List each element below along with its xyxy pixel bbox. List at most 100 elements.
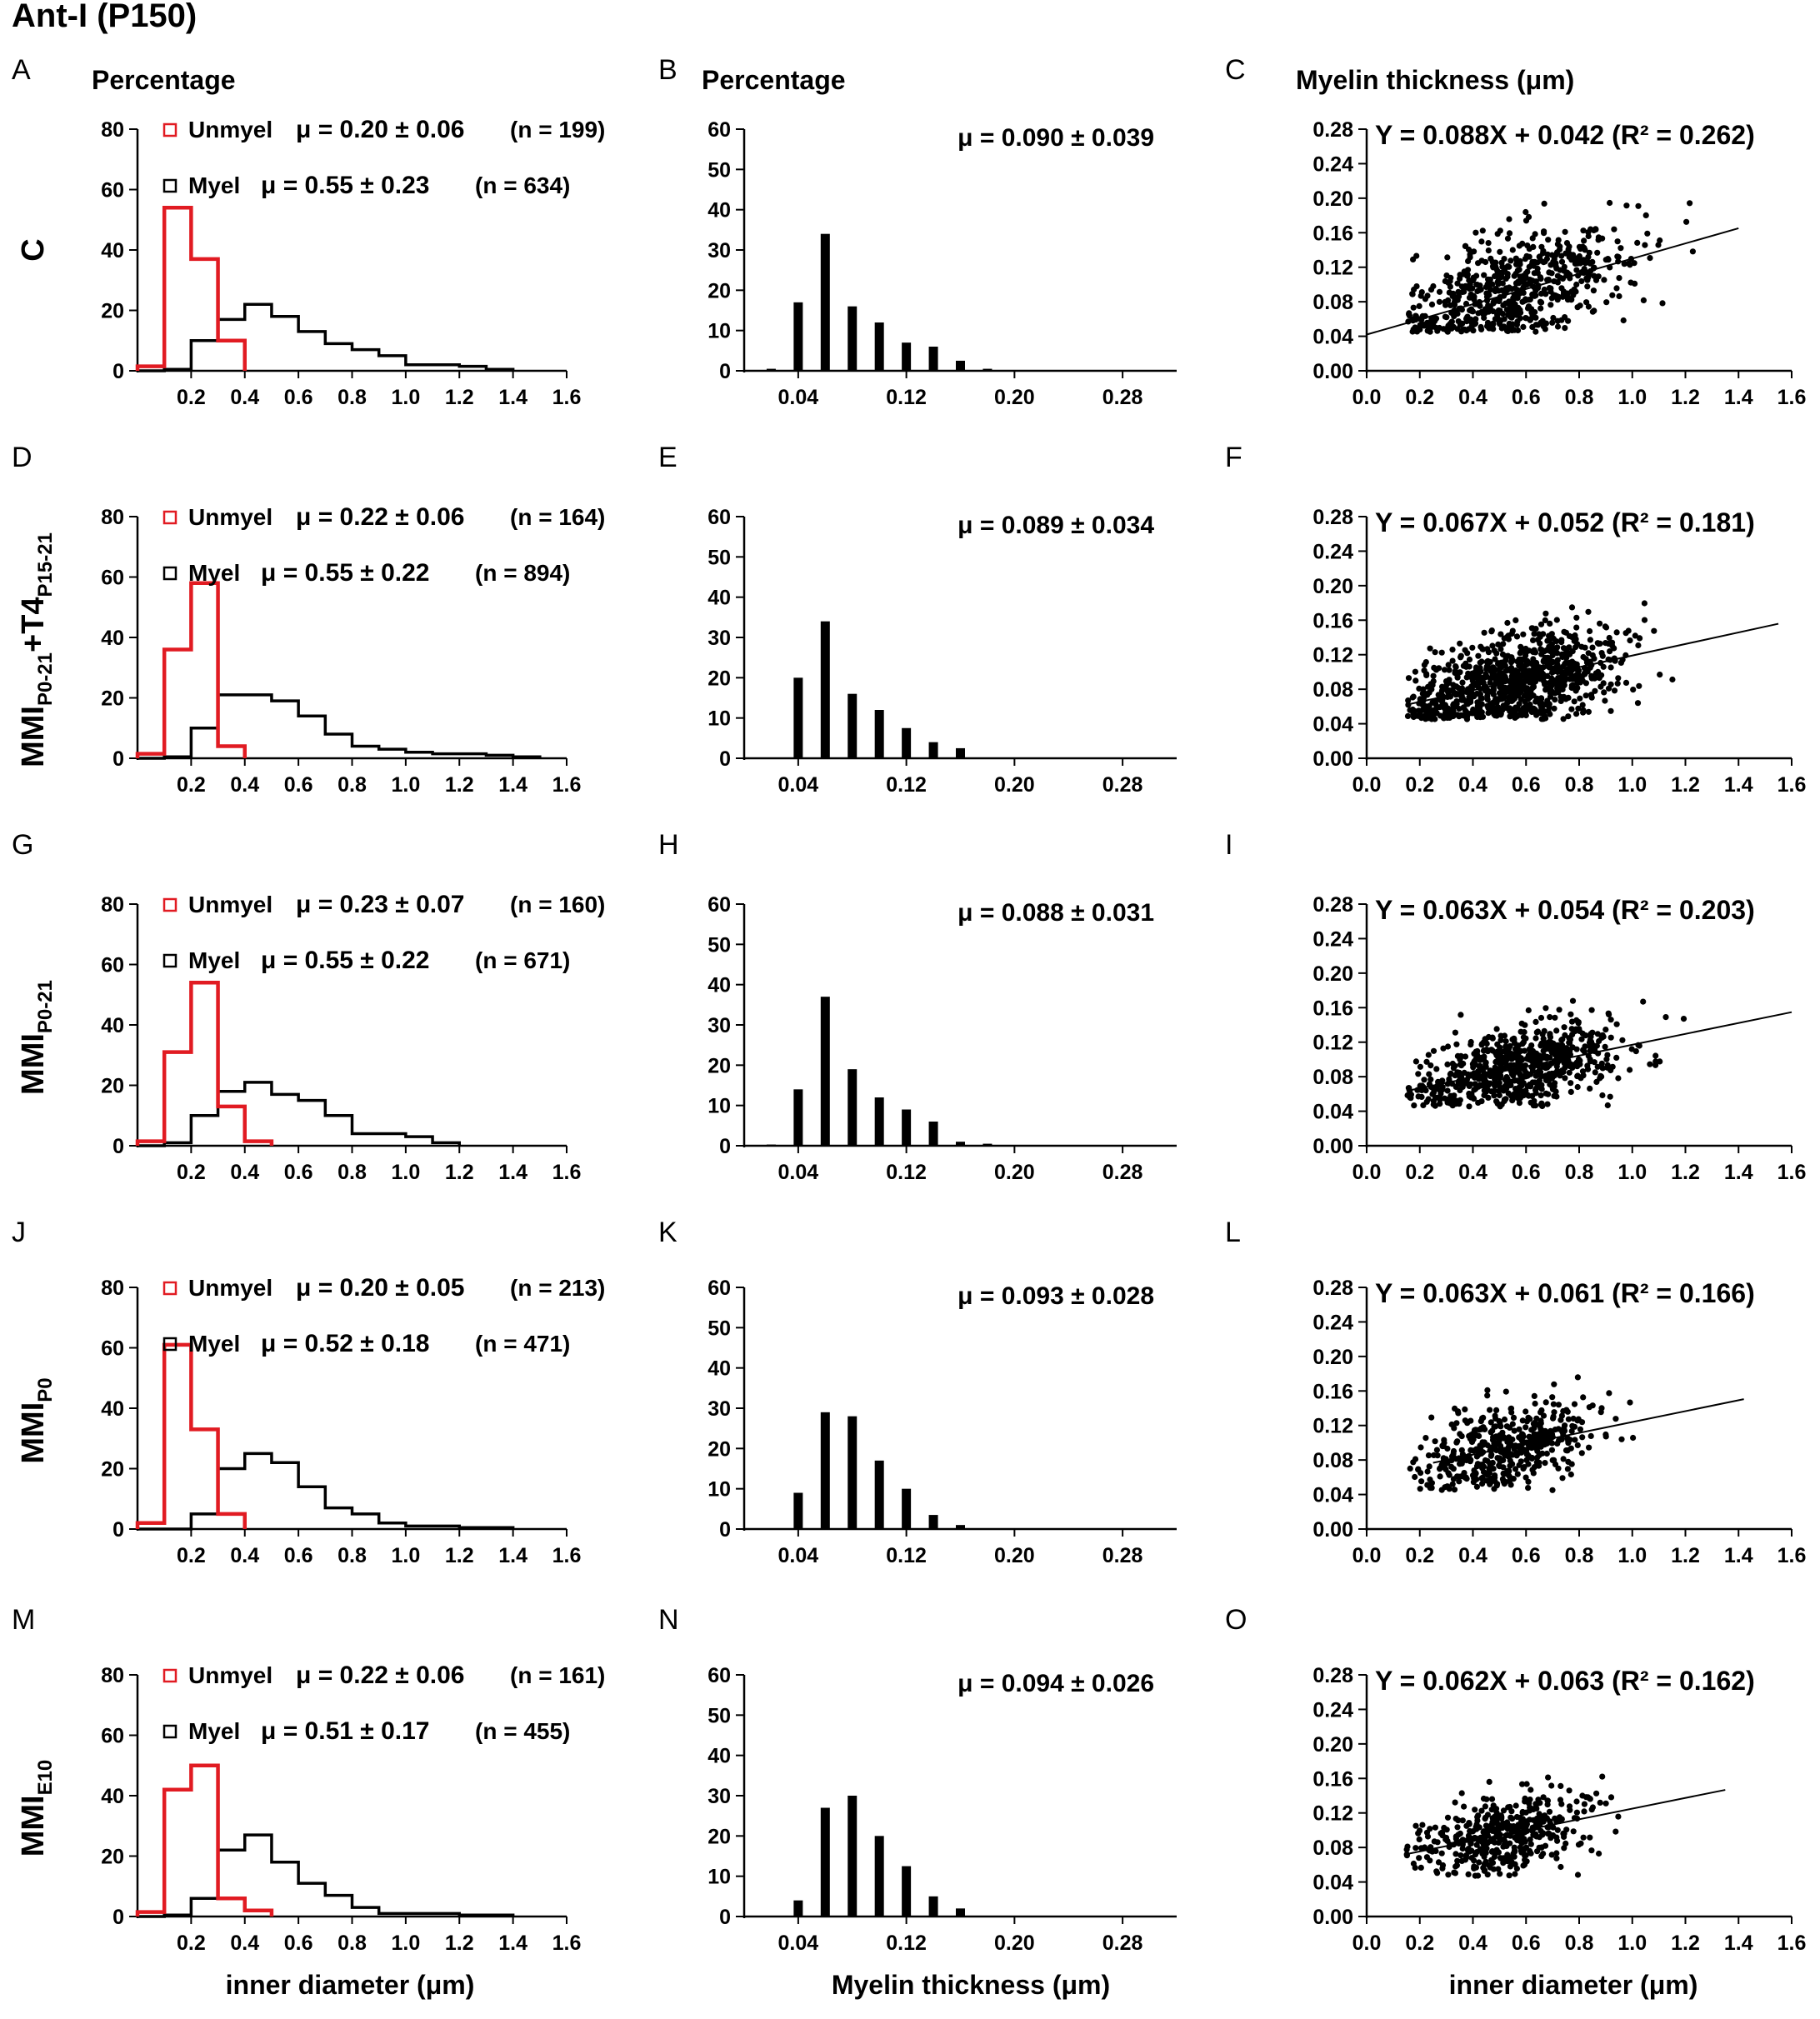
data-point [1470, 1064, 1477, 1071]
data-point [1588, 1007, 1595, 1013]
data-point [1640, 998, 1647, 1005]
data-point [1433, 704, 1440, 712]
data-point [1415, 1071, 1422, 1077]
hist-x-tick-label: 1.6 [552, 1544, 582, 1567]
bar-y-tick-label: 50 [708, 1317, 731, 1340]
myelin-thickness-bar [820, 997, 830, 1146]
unmyel-mean-stat: μ = 0.20 ± 0.05 [296, 1274, 464, 1302]
scatter-x-tick-label: 0.6 [1512, 1544, 1541, 1567]
data-point [1440, 1045, 1447, 1052]
data-point [1488, 1807, 1495, 1813]
data-point [1683, 218, 1690, 225]
data-point [1456, 1069, 1462, 1076]
data-point [1596, 1850, 1602, 1857]
scatter-x-tick-label: 1.4 [1724, 386, 1753, 409]
data-point [1546, 632, 1552, 639]
data-point [1613, 1021, 1620, 1027]
data-point [1442, 1466, 1449, 1473]
hist-x-tick-label: 1.0 [391, 1544, 420, 1567]
myel-mean-stat: μ = 0.55 ± 0.23 [261, 172, 429, 199]
data-point [1475, 260, 1482, 267]
data-point [1523, 281, 1530, 287]
data-point [1546, 701, 1552, 707]
data-point [1421, 1077, 1428, 1083]
data-point [1478, 1098, 1485, 1105]
data-point [1480, 1414, 1487, 1421]
data-point [1427, 645, 1433, 652]
scatter-y-tick-label: 0.04 [1312, 326, 1353, 349]
data-point [1453, 1862, 1460, 1869]
data-point [1495, 317, 1502, 324]
data-point [1507, 1042, 1513, 1049]
unmyel-legend-label: Unmyel [188, 117, 272, 142]
data-point [1405, 697, 1412, 704]
myelin-thickness-bar [793, 1900, 803, 1917]
panel-letter: E [658, 442, 678, 473]
data-point [1558, 1417, 1564, 1423]
data-point [1579, 1030, 1586, 1037]
data-point [1534, 1848, 1541, 1855]
data-point [1423, 709, 1430, 716]
data-point [1479, 1439, 1486, 1446]
data-point [1555, 237, 1562, 243]
data-point [1508, 1814, 1514, 1821]
data-point [1538, 290, 1545, 297]
data-point [1432, 649, 1438, 656]
data-point [1491, 1486, 1498, 1492]
bar-y-tick-label: 0 [719, 1518, 731, 1542]
myel-mean-stat: μ = 0.55 ± 0.22 [261, 947, 429, 974]
data-point [1428, 316, 1435, 322]
x-axis-title-diameter-histogram: inner diameter (μm) [226, 1970, 475, 2000]
data-point [1602, 257, 1609, 263]
data-point [1602, 1027, 1609, 1033]
bar-x-tick-label: 0.28 [1102, 1161, 1143, 1184]
bar-y-tick-label: 40 [708, 1745, 731, 1768]
data-point [1498, 646, 1504, 652]
scatter-points [1405, 199, 1696, 335]
scatter-y-tick-label: 0.20 [1312, 1346, 1353, 1369]
data-point [1428, 1062, 1434, 1069]
scatter-x-tick-label: 1.6 [1778, 773, 1807, 797]
data-point [1502, 1038, 1509, 1045]
data-point [1441, 1437, 1448, 1443]
data-point [1599, 1773, 1606, 1780]
scatter-x-tick-label: 0.6 [1512, 1932, 1541, 1955]
data-point [1478, 1475, 1485, 1482]
data-point [1491, 647, 1498, 654]
myelin-thickness-bar [902, 1866, 912, 1917]
data-point [1561, 263, 1568, 270]
hist-x-tick-label: 1.6 [552, 386, 582, 409]
data-point [1476, 1076, 1482, 1082]
data-point [1443, 314, 1450, 321]
bar-y-tick-label: 0 [719, 360, 731, 383]
data-point [1545, 1774, 1552, 1781]
data-point [1566, 1787, 1572, 1794]
data-point [1482, 1036, 1488, 1042]
panel-K: K 0 10 20 30 40 50 60 0.04 0.12 0.20 0.28 μ = 0.093 … [658, 1217, 1177, 1567]
hist-y-tick-label: 60 [101, 1725, 124, 1748]
data-point [1579, 1434, 1586, 1441]
data-point [1618, 1436, 1625, 1442]
data-point [1657, 237, 1663, 244]
data-point [1439, 1083, 1446, 1091]
data-point [1478, 695, 1484, 702]
hist-x-tick-label: 1.2 [445, 1161, 474, 1184]
data-point [1602, 1431, 1609, 1438]
data-point [1412, 677, 1419, 684]
data-point [1518, 643, 1524, 650]
data-point [1479, 1041, 1486, 1047]
data-point [1430, 1089, 1438, 1096]
data-point [1538, 695, 1545, 702]
scatter-x-tick-label: 1.4 [1724, 1161, 1753, 1184]
unmyel-histogram-series [135, 581, 247, 758]
data-point [1562, 228, 1568, 235]
data-point [1597, 1799, 1603, 1806]
data-point [1513, 633, 1521, 640]
data-point [1538, 1443, 1544, 1450]
mean-thickness-stat: μ = 0.093 ± 0.028 [958, 1282, 1154, 1310]
data-point [1530, 637, 1537, 644]
data-point [1627, 637, 1633, 644]
data-point [1449, 1481, 1456, 1487]
data-point [1432, 315, 1440, 322]
data-point [1496, 1462, 1502, 1469]
